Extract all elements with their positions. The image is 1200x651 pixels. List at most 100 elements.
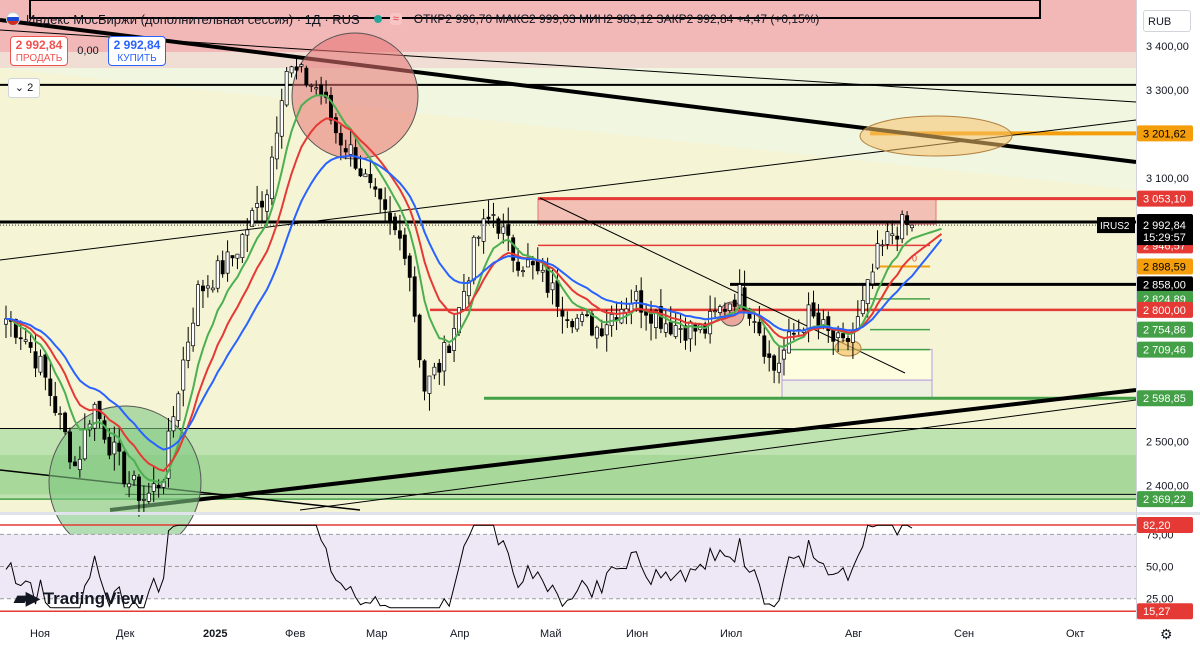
candle-body — [122, 451, 127, 484]
candle-body — [141, 499, 146, 501]
candle-body — [516, 261, 521, 271]
candle-body — [348, 144, 353, 155]
candle-body — [171, 416, 176, 432]
price-level-label: 2 598,85 — [1143, 393, 1186, 405]
candle-body — [196, 284, 200, 326]
candle-body — [895, 235, 900, 240]
trend-line — [109, 388, 1137, 512]
candle-body — [28, 342, 33, 348]
candle-body — [589, 313, 594, 336]
chart-header: Индекс МосБиржи (дополнительная сессия) … — [6, 8, 827, 30]
candle-body — [683, 325, 688, 341]
currency-selector[interactable]: RUB — [1143, 10, 1191, 32]
symbol-title[interactable]: Индекс МосБиржи (дополнительная сессия) … — [26, 11, 360, 27]
candle-body — [890, 233, 895, 236]
candle-body — [437, 362, 442, 373]
candle-body — [250, 210, 255, 227]
countdown-label: 15:29:57 — [1143, 232, 1186, 244]
price-level-label-background — [1137, 276, 1193, 293]
time-axis-label: 2025 — [203, 628, 227, 640]
candle-body — [4, 318, 8, 325]
candle-body — [319, 84, 324, 96]
candle-body — [77, 458, 82, 471]
candle-body — [132, 474, 136, 481]
candle-body — [284, 71, 289, 106]
candle-body — [654, 310, 658, 328]
sell-price: 2 992,84 — [15, 38, 63, 52]
ohlc-values: ОТКР2 996,70 МАКС2 999,03 МИН2 983,12 ЗА… — [413, 12, 820, 26]
candle-body — [368, 174, 373, 184]
candle-body — [447, 345, 452, 353]
candle-body — [476, 236, 481, 239]
candle-body — [215, 260, 220, 289]
candle-body — [220, 260, 225, 275]
candle-body — [333, 117, 338, 134]
candle-body — [875, 243, 880, 269]
candle-body — [289, 66, 294, 74]
market-status-icon[interactable] — [373, 15, 382, 23]
candle-body — [486, 216, 491, 220]
candle-body — [210, 287, 215, 291]
candle-body — [225, 251, 230, 274]
buy-button[interactable]: 2 992,84 КУПИТЬ — [108, 36, 166, 66]
price-tick-label: 3 400,00 — [1146, 41, 1189, 53]
time-axis-label: Июл — [720, 628, 742, 640]
candle-body — [260, 200, 264, 208]
indicators-count: 2 — [27, 82, 34, 94]
candle-body — [806, 304, 811, 330]
indicators-toggle-button[interactable]: ⌄ 2 — [8, 78, 40, 98]
price-level-label: 3 201,62 — [1143, 128, 1186, 140]
time-axis-label: Дек — [116, 628, 135, 640]
candle-body — [53, 396, 58, 413]
level-marker-text: 0 — [912, 253, 917, 263]
candle-body — [570, 321, 575, 328]
time-axis-label: Сен — [954, 628, 974, 640]
time-axis-label: Окт — [1066, 628, 1085, 640]
candle-body — [560, 310, 565, 317]
sell-label: ПРОДАТЬ — [15, 53, 63, 64]
candle-body — [309, 85, 314, 87]
candle-body — [201, 285, 205, 292]
time-axis-label: Мар — [366, 628, 388, 640]
candle-body — [407, 255, 412, 278]
chart-settings-gear-icon[interactable]: ⚙ — [1160, 626, 1173, 642]
candle-body — [461, 291, 466, 310]
candle-body — [33, 351, 38, 369]
candle-body — [245, 229, 250, 236]
price-level-label-background — [1137, 341, 1193, 358]
candle-body — [619, 308, 624, 324]
buy-label: КУПИТЬ — [117, 53, 157, 64]
candle-body — [870, 271, 875, 285]
candle-body — [865, 279, 870, 305]
candle-body — [501, 226, 506, 234]
candle-body — [422, 360, 427, 392]
candle-body — [471, 236, 476, 281]
price-level-label-background — [1137, 301, 1193, 318]
buy-price: 2 992,84 — [113, 38, 161, 52]
candle-body — [762, 335, 767, 357]
candle-body — [688, 321, 693, 340]
oscillator-tick-label: 25,00 — [1146, 594, 1174, 606]
ema-slow-line — [5, 154, 943, 451]
oscillator-level-label: 82,20 — [1143, 520, 1171, 532]
candle-body — [880, 244, 885, 247]
price-level-label: 2 898,59 — [1143, 262, 1186, 274]
candle-body — [393, 216, 397, 231]
candle-body — [117, 442, 122, 452]
trade-panel: 2 992,84 ПРОДАТЬ 0,00 2 992,84 КУПИТЬ — [10, 36, 166, 66]
candle-body — [900, 214, 905, 240]
price-level-label-background — [1137, 190, 1193, 207]
candle-body — [767, 353, 772, 358]
sell-button[interactable]: 2 992,84 ПРОДАТЬ — [10, 36, 68, 66]
top-frame-box — [29, 0, 1041, 19]
candle-body — [727, 303, 732, 311]
candle-body — [181, 359, 186, 391]
candle-body — [885, 231, 890, 245]
candle-body — [668, 322, 673, 335]
candle-body — [580, 314, 585, 322]
session-icon[interactable]: ≈ — [389, 13, 402, 25]
candle-body — [343, 148, 348, 153]
candle-body — [432, 366, 437, 376]
candle-body — [397, 230, 402, 239]
